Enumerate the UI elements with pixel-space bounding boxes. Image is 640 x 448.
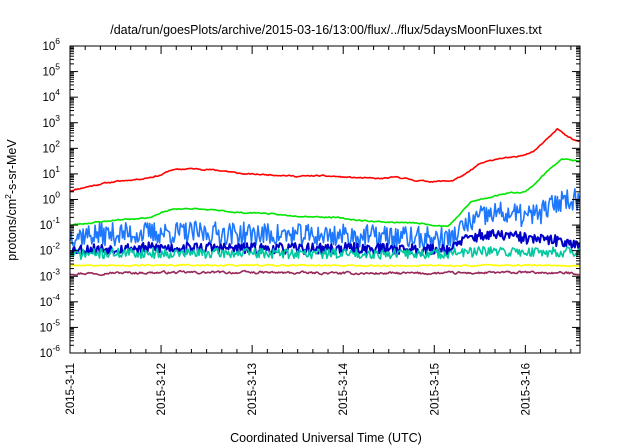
y-tick-exponent: 0: [55, 190, 60, 200]
y-tick-base: 10: [40, 322, 53, 334]
x-tick-label: 2015-3-11: [65, 363, 77, 415]
x-tick-label: 2015-3-12: [156, 363, 168, 415]
y-tick-base: 10: [40, 297, 53, 309]
ticks-layer: 10610510410310210110010-110-210-310-410-…: [40, 36, 580, 415]
series-layer: [69, 127, 581, 277]
chart-title: /data/run/goesPlots/archive/2015-03-16/1…: [110, 23, 542, 37]
x-tick-label: 2015-3-15: [429, 363, 441, 415]
y-tick-base: 10: [42, 195, 55, 207]
y-tick-base: 10: [42, 92, 55, 104]
x-tick-label: 2015-3-14: [338, 362, 350, 415]
y-tick-exponent: 5: [55, 62, 60, 72]
series-line: [69, 246, 580, 261]
y-tick-base: 10: [42, 143, 55, 155]
x-tick-label: 2015-3-16: [520, 363, 532, 415]
plot-frame: [69, 45, 581, 354]
y-tick-exponent: -4: [52, 292, 60, 302]
y-tick-base: 10: [42, 169, 55, 181]
series-line: [70, 158, 580, 228]
y-tick-exponent: -3: [52, 266, 60, 276]
y-tick-exponent: 3: [55, 113, 60, 123]
y-tick-label: 10-6: [40, 343, 61, 360]
y-tick-exponent: -5: [52, 317, 60, 327]
series-line: [69, 188, 581, 250]
y-axis-label: protons/cm2-s-sr-MeV: [3, 139, 19, 261]
y-tick-label: 104: [42, 87, 60, 104]
y-tick-label: 10-4: [40, 292, 61, 309]
y-tick-exponent: -2: [52, 241, 60, 251]
y-tick-exponent: 6: [55, 36, 60, 46]
series-line: [69, 263, 580, 268]
y-tick-base: 10: [40, 348, 53, 360]
y-tick-label: 100: [42, 190, 60, 207]
series-line: [69, 269, 580, 277]
y-tick-label: 10-5: [40, 317, 61, 334]
y-tick-exponent: -6: [52, 343, 60, 353]
y-tick-base: 10: [40, 220, 53, 232]
y-tick-label: 10-1: [40, 215, 61, 232]
y-tick-base: 10: [42, 67, 55, 79]
y-tick-base: 10: [42, 41, 55, 53]
y-tick-exponent: -1: [52, 215, 60, 225]
x-axis-label: Coordinated Universal Time (UTC): [230, 431, 422, 445]
y-tick-label: 106: [42, 36, 60, 53]
y-tick-base: 10: [40, 246, 53, 258]
y-tick-label: 10-3: [40, 266, 61, 283]
y-axis-label-sup: 2: [3, 194, 13, 199]
y-tick-exponent: 4: [55, 87, 60, 97]
y-tick-exponent: 1: [55, 164, 60, 174]
y-tick-label: 105: [42, 62, 60, 79]
series-line: [69, 127, 580, 192]
y-axis-label-post: -s-sr-MeV: [5, 139, 19, 195]
y-tick-label: 102: [42, 138, 60, 155]
x-tick-label: 2015-3-13: [247, 363, 259, 415]
y-tick-label: 101: [42, 164, 60, 181]
y-tick-label: 103: [42, 113, 60, 130]
y-axis-label-pre: protons/cm: [5, 199, 19, 261]
y-tick-label: 10-2: [40, 241, 61, 258]
y-tick-base: 10: [40, 271, 53, 283]
y-tick-exponent: 2: [55, 138, 60, 148]
y-tick-base: 10: [42, 118, 55, 130]
